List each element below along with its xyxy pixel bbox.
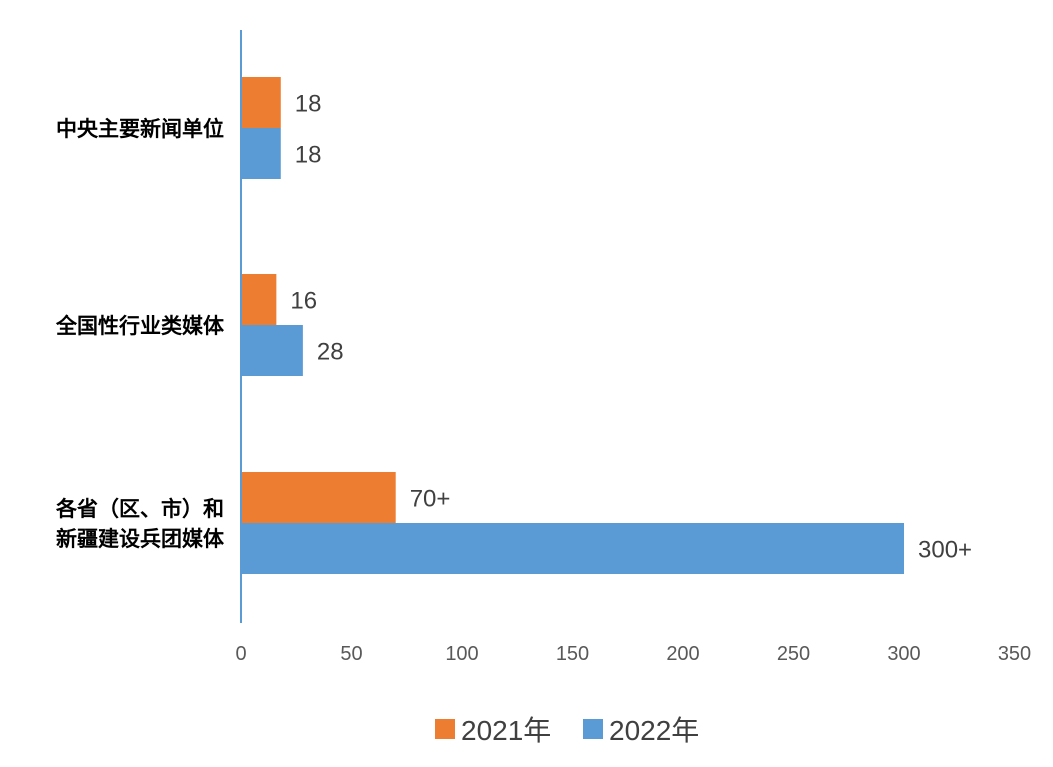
category-label: 全国性行业类媒体: [55, 314, 225, 338]
bar-2021-cat-0: [241, 77, 281, 128]
legend-label: 2022年: [609, 715, 699, 746]
x-tick-label: 100: [445, 643, 478, 665]
x-tick-label: 50: [340, 643, 362, 665]
data-label: 16: [290, 288, 317, 315]
legend-swatch-2021: [435, 719, 455, 739]
x-tick-label: 300: [887, 643, 920, 665]
x-tick-label: 200: [666, 643, 699, 665]
x-tick-label: 250: [777, 643, 810, 665]
category-label: 新疆建设兵团媒体: [56, 527, 225, 551]
bar-2021-cat-1: [241, 274, 277, 325]
bar-2021-cat-2: [241, 472, 396, 523]
legend-label: 2021年: [461, 715, 551, 746]
bar-2022-cat-2: [241, 523, 904, 574]
x-tick-label: 0: [235, 643, 246, 665]
x-tick-labels-group: 0 50 100 150 200 250 300 350: [235, 643, 1031, 665]
legend: 2021年 2022年: [435, 715, 699, 746]
data-label: 70+: [410, 486, 451, 513]
data-label: 18: [295, 142, 322, 169]
x-tick-label: 150: [556, 643, 589, 665]
category-label: 中央主要新闻单位: [56, 117, 224, 141]
data-label: 300+: [918, 537, 972, 564]
data-label: 18: [295, 91, 322, 118]
data-label: 28: [317, 339, 344, 366]
bar-2022-cat-1: [241, 325, 303, 376]
bar-2022-cat-0: [241, 128, 281, 179]
legend-swatch-2022: [583, 719, 603, 739]
category-label: 各省（区、市）和: [55, 497, 224, 521]
x-tick-label: 350: [998, 643, 1031, 665]
bars-group: [241, 77, 904, 574]
